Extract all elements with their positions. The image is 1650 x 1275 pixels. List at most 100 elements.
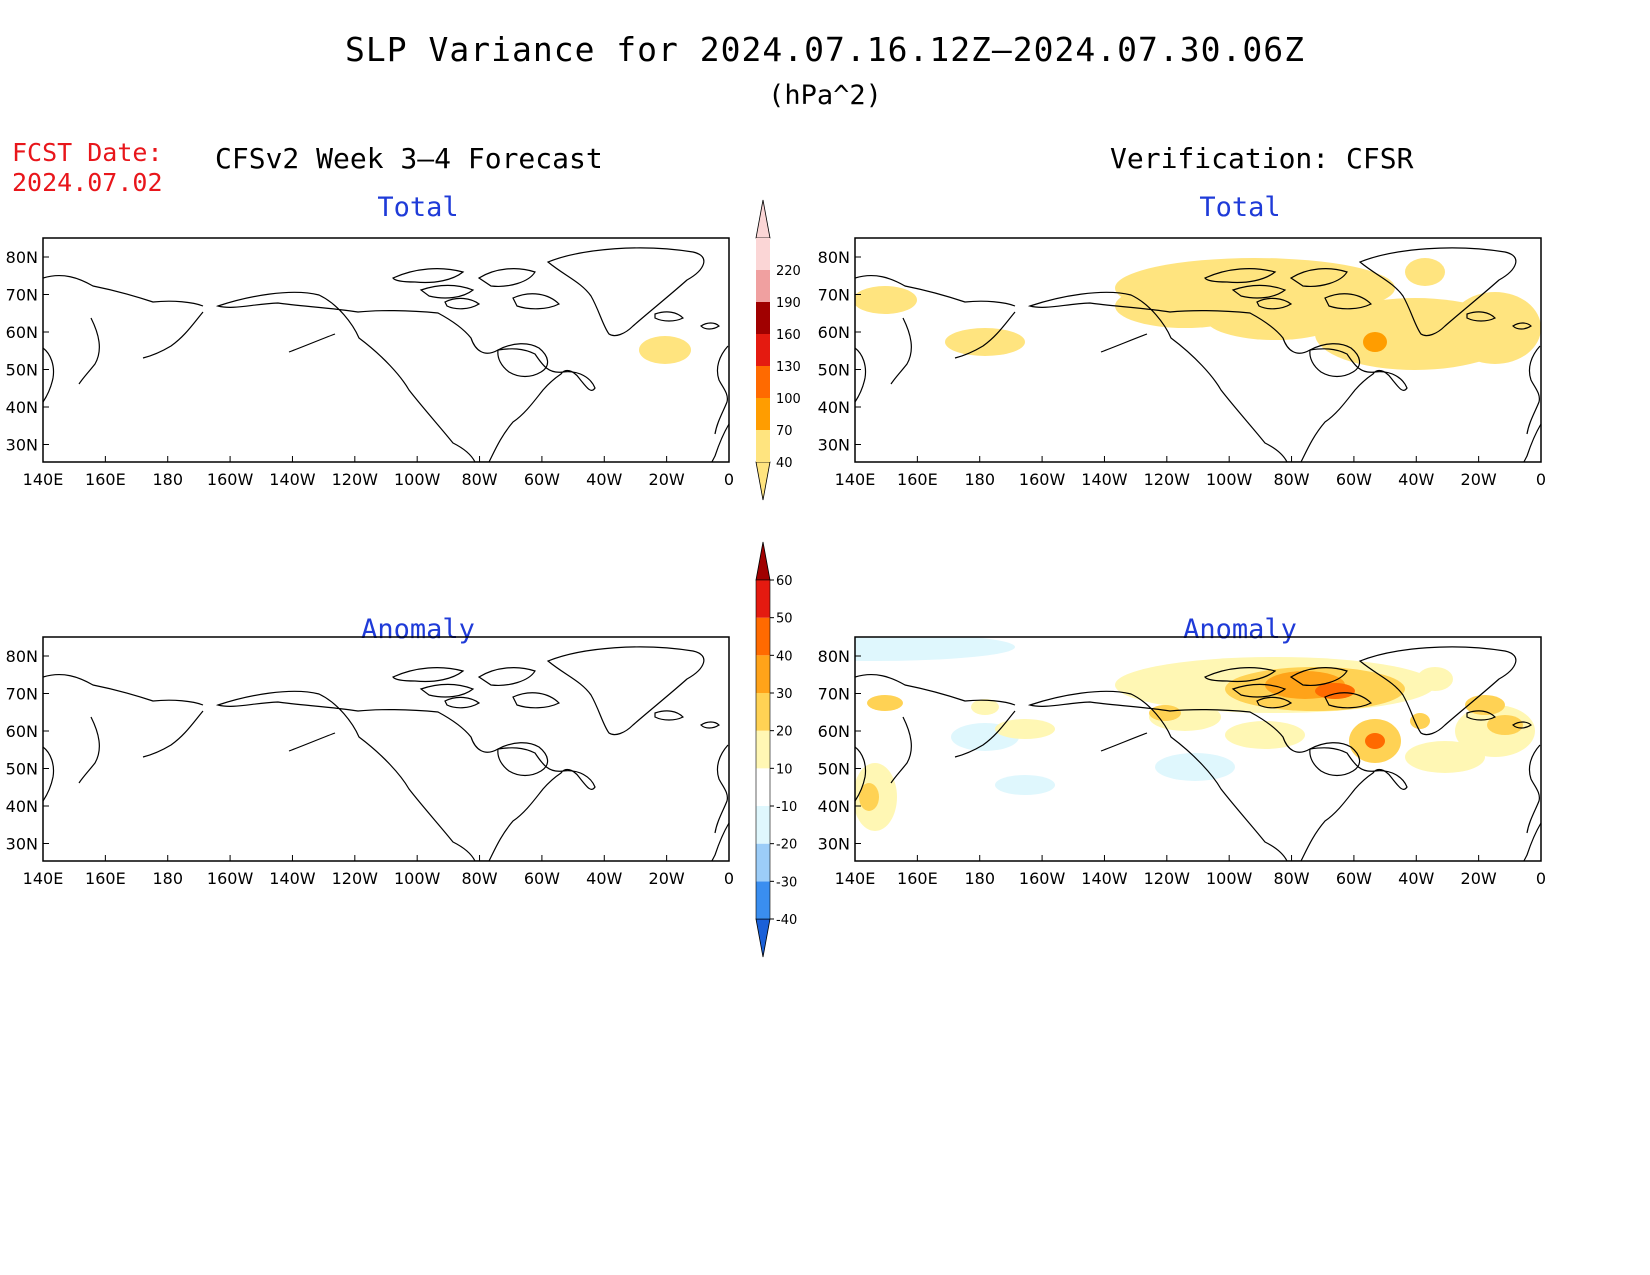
coastline — [43, 247, 729, 462]
lon-tick-label: 40W — [1398, 869, 1434, 888]
forecast-total-panel: 140E 160E 180 160W 140W 120W 100W 80W 60W 40W 20W 0… — [6, 237, 734, 489]
lat-tick-label: 30N — [818, 436, 850, 455]
forecast-anomaly-subtitle: Anomaly — [361, 614, 475, 645]
lon-tick-label: 100W — [1206, 869, 1253, 888]
lat-tick-label: 70N — [6, 685, 38, 704]
lon-tick-label: 140W — [269, 869, 316, 888]
lon-tick-label: 140E — [835, 869, 876, 888]
lat-tick-label: 60N — [818, 722, 850, 741]
shaded-region — [1405, 258, 1445, 286]
colorbar-swatch — [756, 580, 770, 618]
lon-tick-label: 160W — [207, 470, 254, 489]
lon-tick-label: 60W — [1336, 869, 1372, 888]
shaded-region — [855, 286, 917, 314]
lon-tick-label: 180 — [152, 470, 183, 489]
lon-tick-label: 140E — [835, 470, 876, 489]
lat-tick-label: 60N — [6, 323, 38, 342]
colorbar-label: 100 — [776, 392, 801, 407]
colorbar-label: 50 — [776, 612, 793, 627]
shaded-region — [1417, 667, 1453, 691]
shaded-region — [995, 775, 1055, 795]
verification-total-subtitle: Total — [1199, 192, 1281, 223]
lon-tick-label: 120W — [1144, 470, 1191, 489]
lon-tick-label: 140W — [1081, 869, 1128, 888]
lon-tick-label: 160E — [85, 869, 126, 888]
anomaly-colorbar: -40 -30 -20 -10 10 20 30 40 50 60 — [755, 541, 797, 958]
lon-tick-label: 120W — [332, 869, 379, 888]
lon-tick-label: 20W — [649, 869, 685, 888]
map-frame — [854, 237, 1542, 463]
lon-tick-label: 160E — [85, 470, 126, 489]
lon-tick-label: 140W — [1081, 470, 1128, 489]
colorbar-swatch — [756, 881, 770, 919]
lat-tick-label: 50N — [818, 760, 850, 779]
forecast-column-title: CFSv2 Week 3–4 Forecast — [215, 142, 603, 175]
lon-tick-label: 180 — [964, 869, 995, 888]
shaded-region — [1363, 332, 1387, 352]
lon-tick-label: 20W — [1461, 470, 1497, 489]
lon-tick-label: 40W — [1398, 470, 1434, 489]
shaded-region — [639, 336, 691, 364]
lon-tick-label: 60W — [524, 869, 560, 888]
lon-tick-label: 80W — [461, 470, 497, 489]
colorbar-label: 190 — [776, 296, 801, 311]
page-title: SLP Variance for 2024.07.16.12Z–2024.07.… — [345, 30, 1305, 69]
colorbar-swatch — [756, 655, 770, 693]
lon-tick-label: 0 — [1536, 470, 1546, 489]
lat-tick-label: 40N — [818, 797, 850, 816]
total-colorbar: 40 70 100 130 160 190 220 — [755, 199, 801, 501]
lon-tick-label: 40W — [586, 869, 622, 888]
lat-tick-label: 40N — [6, 797, 38, 816]
colorbar-swatch — [756, 693, 770, 731]
shaded-region — [1315, 683, 1355, 699]
lat-tick-label: 40N — [818, 398, 850, 417]
colorbar-swatch — [756, 302, 770, 334]
lon-tick-label: 0 — [1536, 869, 1546, 888]
lon-tick-label: 100W — [394, 869, 441, 888]
shaded-region — [867, 695, 903, 711]
lat-tick-label: 50N — [818, 361, 850, 380]
shaded-region — [1225, 721, 1305, 749]
forecast-anomaly-panel: 140E 160E 180 160W 140W 120W 100W 80W 60W 40W 20W 0… — [6, 636, 734, 888]
colorbar-swatch — [756, 806, 770, 844]
lon-tick-label: 180 — [152, 869, 183, 888]
lon-tick-label: 80W — [1273, 869, 1309, 888]
lon-tick-label: 160W — [1019, 470, 1066, 489]
colorbar-label: 70 — [776, 424, 793, 439]
colorbar-label: 40 — [776, 649, 793, 664]
shaded-region — [1487, 715, 1523, 735]
colorbar-swatch — [756, 730, 770, 769]
shaded-region — [995, 719, 1055, 739]
lon-tick-label: 160W — [207, 869, 254, 888]
colorbar-swatch — [756, 617, 770, 656]
lon-tick-label: 20W — [1461, 869, 1497, 888]
lon-tick-label: 60W — [1336, 470, 1372, 489]
colorbar-swatch — [756, 334, 770, 366]
shaded-region — [945, 328, 1025, 356]
colorbar-swatch — [756, 430, 770, 462]
lat-tick-label: 50N — [6, 760, 38, 779]
colorbar-label: 60 — [776, 574, 793, 589]
lat-tick-label: 80N — [6, 248, 38, 267]
fcst-date-value: 2024.07.02 — [12, 168, 163, 197]
colorbar-label: 130 — [776, 360, 801, 375]
lat-tick-label: 50N — [6, 361, 38, 380]
lon-tick-label: 20W — [649, 470, 685, 489]
lat-tick-label: 60N — [818, 323, 850, 342]
lon-tick-label: 80W — [1273, 470, 1309, 489]
lon-tick-label: 160E — [897, 869, 938, 888]
lat-tick-label: 70N — [818, 685, 850, 704]
lat-tick-label: 30N — [6, 835, 38, 854]
colorbar-label: -10 — [776, 800, 797, 815]
lon-tick-label: 60W — [524, 470, 560, 489]
shaded-region — [1365, 733, 1385, 749]
shaded-region — [1449, 292, 1541, 364]
verification-column-title: Verification: CFSR — [1110, 142, 1414, 175]
lat-tick-label: 70N — [818, 286, 850, 305]
shaded-region — [859, 783, 879, 811]
lon-tick-label: 160E — [897, 470, 938, 489]
lon-tick-label: 80W — [461, 869, 497, 888]
colorbar-label: -30 — [776, 875, 797, 890]
shaded-region — [1405, 741, 1485, 773]
map-frame — [42, 636, 730, 862]
